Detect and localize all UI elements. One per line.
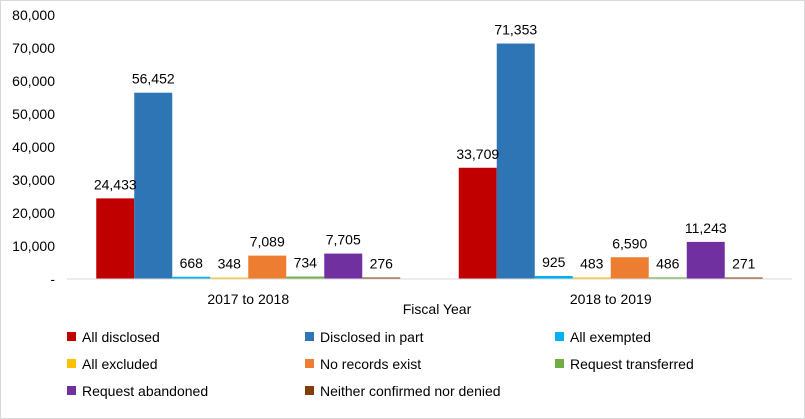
bar-request-abandoned-1 [686,241,725,279]
legend-item: Neither confirmed nor denied [305,381,555,400]
legend-swatch [67,386,76,395]
bar-data-label: 276 [370,256,394,272]
bar-request-abandoned-0 [324,253,363,279]
bar-all-disclosed-0 [96,198,135,279]
bar-all-disclosed-1 [458,167,497,279]
legend-label: Disclosed in part [320,328,424,345]
legend-swatch [555,359,564,368]
bar-all-excluded-0 [210,277,249,279]
y-tick-label: - [50,271,55,287]
bar-data-label: 7,089 [250,234,285,250]
bar-data-label: 33,709 [456,146,499,162]
legend-label: Neither confirmed nor denied [320,382,501,399]
legend-item: All disclosed [67,327,305,346]
y-tick-label: 70,000 [12,40,55,56]
bar-data-label: 11,243 [685,220,727,236]
bar-neither-confirmed-nor-denied-0 [362,277,401,279]
bar-data-label: 271 [732,256,756,272]
y-tick-label: 60,000 [12,73,55,89]
bar-no-records-exist-1 [610,257,649,279]
bar-data-label: 7,705 [326,232,361,248]
y-tick-label: 20,000 [12,205,55,221]
y-tick-label: 80,000 [12,7,55,23]
bar-data-label: 486 [656,255,680,271]
legend-item: All excluded [67,354,305,373]
legend-swatch [305,332,314,341]
legend-swatch [555,332,564,341]
y-tick-label: 50,000 [12,106,55,122]
legend-item: Request transferred [555,354,787,373]
bar-neither-confirmed-nor-denied-1 [724,277,763,279]
legend-label: Request abandoned [82,382,209,399]
bar-data-label: 348 [218,256,242,272]
legend-label: Request transferred [570,355,694,372]
bar-request-transferred-0 [286,276,325,279]
bar-data-label: 71,353 [494,22,537,38]
bar-data-labels: 24,433 56,452 668 348 7,089 734 7,705 276 33,709… [94,22,756,272]
bar-data-label: 483 [580,255,604,271]
y-tick-label: 30,000 [12,172,55,188]
bar-all-excluded-1 [572,277,611,279]
y-axis-labels: - 10,000 20,000 30,000 40,000 50,000 60,000 70,… [12,7,55,287]
bar-no-records-exist-0 [248,255,287,279]
bar-all-exempted-0 [172,276,211,279]
x-tick-label: 2018 to 2019 [570,291,652,307]
bar-data-label: 56,452 [132,71,175,87]
legend-swatch [67,359,76,368]
y-tick-label: 40,000 [12,139,55,155]
bar-all-exempted-1 [534,275,573,279]
x-axis-title: Fiscal Year [403,301,472,317]
bar-request-transferred-1 [648,277,687,279]
legend-label: All exempted [570,328,651,345]
legend-label: All disclosed [82,328,160,345]
legend-swatch [305,359,314,368]
bar-data-label: 24,433 [94,176,137,192]
x-tick-label: 2017 to 2018 [207,291,289,307]
bar-data-label: 668 [180,255,204,271]
bar-data-label: 925 [542,254,566,270]
legend: All disclosed Disclosed in part All exempt… [67,327,787,400]
bars [96,43,763,280]
bar-data-label: 6,590 [612,235,647,251]
legend-label: No records exist [320,355,422,372]
x-axis-labels: 2017 to 2018 2018 to 2019 [207,291,651,307]
legend-item: No records exist [305,354,555,373]
legend-item: All exempted [555,327,787,346]
legend-label: All excluded [82,355,158,372]
y-tick-label: 10,000 [12,238,55,254]
legend-swatch [305,386,314,395]
bar-disclosed-in-part-0 [134,92,173,279]
legend-item: Request abandoned [67,381,305,400]
legend-swatch [67,332,76,341]
bar-disclosed-in-part-1 [496,43,535,280]
bar-data-label: 734 [294,255,318,271]
legend-item: Disclosed in part [305,327,555,346]
